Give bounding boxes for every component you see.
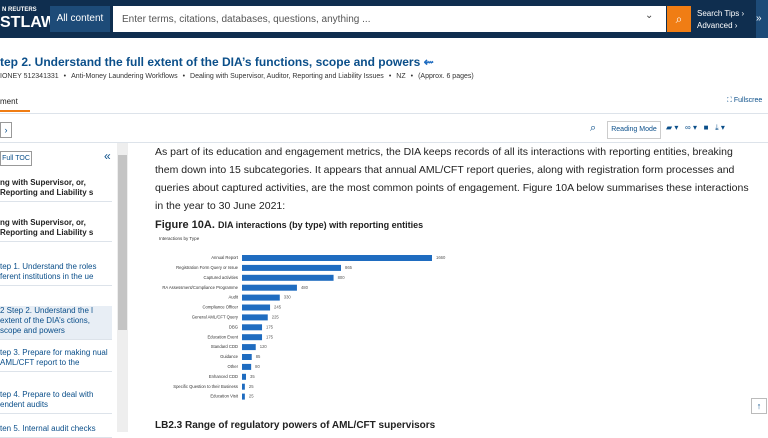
- divider: [0, 142, 768, 143]
- category-label: Enhanced CDD: [209, 374, 238, 379]
- back-to-top[interactable]: ↑: [751, 398, 767, 414]
- category-label: General AML/CFT Query: [192, 315, 239, 320]
- chart-title: DIA interactions (by type) with reportin…: [217, 220, 424, 230]
- bar: [242, 255, 432, 261]
- category-label: Education Visit: [210, 394, 238, 399]
- bar: [242, 324, 263, 331]
- search-tips[interactable]: Search Tips ›: [697, 9, 745, 18]
- bar: [242, 314, 268, 321]
- category-label: RA Assessment/Compliance Programme: [162, 285, 238, 290]
- bar: [242, 284, 297, 291]
- bar: [242, 274, 334, 281]
- chart: Interactions by Type Annual Report 1660 Re…: [159, 236, 446, 400]
- value-label: 245: [274, 305, 282, 310]
- bar: [242, 354, 252, 360]
- breadcrumb-item: (Approx. 6 pages): [418, 73, 474, 80]
- toc-item[interactable]: ng with Supervisor, or, Reporting and Li…: [0, 178, 112, 202]
- toc-item[interactable]: ng with Supervisor, or, Reporting and Li…: [0, 218, 112, 242]
- toc-item[interactable]: tep 3. Prepare for making nual AML/CFT r…: [0, 348, 112, 372]
- title-text: tep 2. Understand the full extent of the…: [0, 55, 421, 69]
- scope-button[interactable]: All content: [50, 6, 110, 32]
- full-toc[interactable]: Full TOC: [0, 151, 32, 166]
- toc-list: ng with Supervisor, or, Reporting and Li…: [0, 178, 114, 438]
- tab[interactable]: ment: [0, 97, 18, 106]
- logo[interactable]: STLAW: [0, 14, 56, 31]
- bar: [242, 344, 256, 351]
- category-label: Annual Report: [211, 255, 239, 260]
- title-icon: ⇜: [423, 55, 434, 69]
- advanced-search[interactable]: Advanced ›: [697, 21, 738, 30]
- value-label: 80: [255, 364, 260, 369]
- scroll-thumb[interactable]: [118, 155, 127, 330]
- toc-item[interactable]: tep 4. Prepare to deal with endent audit…: [0, 390, 112, 414]
- bar: [242, 373, 247, 380]
- value-label: 120: [260, 344, 268, 349]
- category-label: Specific Question to their Business: [173, 384, 238, 389]
- category-label: DBG: [229, 324, 238, 329]
- chart-subtitle: Interactions by Type: [159, 236, 200, 241]
- figure-label: Figure 10A.: [155, 219, 215, 231]
- category-label: Guidance: [220, 354, 239, 359]
- breadcrumb-item: NZ: [396, 73, 406, 80]
- bar: [242, 383, 245, 390]
- bar: [242, 363, 252, 370]
- value-label: 25: [249, 394, 254, 399]
- value-label: 175: [266, 334, 274, 339]
- search-placeholder: Enter terms, citations, databases, quest…: [122, 14, 371, 25]
- value-label: 865: [345, 265, 353, 270]
- next-button[interactable]: ›: [0, 122, 12, 138]
- tab-underline: [0, 110, 30, 112]
- separator: •: [182, 73, 186, 80]
- category-label: Other: [228, 364, 239, 369]
- toc-item[interactable]: 2 Step 2. Understand the l extent of the…: [0, 306, 112, 340]
- value-label: 1660: [436, 255, 446, 260]
- value-label: 35: [250, 374, 255, 379]
- toc-item[interactable]: tep 1. Understand the roles ferent insti…: [0, 262, 112, 286]
- value-label: 25: [249, 384, 254, 389]
- toc-item[interactable]: ten 5. Internal audit checks: [0, 424, 112, 438]
- breadcrumb-item: Dealing with Supervisor, Auditor, Report…: [190, 73, 384, 80]
- category-label: Audit: [228, 295, 238, 300]
- value-label: 480: [301, 285, 309, 290]
- category-label: Captured activities: [204, 275, 238, 280]
- document-title: tep 2. Understand the full extent of the…: [0, 55, 434, 69]
- value-label: 225: [272, 315, 280, 320]
- fullscreen-label: Fullscree: [733, 97, 763, 104]
- logo-top: N REUTERS: [2, 7, 37, 13]
- breadcrumb: IONEY 512341331 • Anti-Money Laundering Wo…: [0, 73, 474, 80]
- search-doc[interactable]: ⌕: [590, 122, 597, 134]
- reading-mode[interactable]: Reading Mode: [607, 121, 661, 139]
- separator: •: [63, 73, 67, 80]
- bar: [242, 294, 280, 301]
- breadcrumb-item: Anti-Money Laundering Workflows: [71, 73, 178, 80]
- category-label: Standard CDD: [211, 344, 238, 349]
- dropdown-arrow[interactable]: ⌄: [645, 10, 654, 21]
- separator: •: [388, 73, 392, 80]
- toolbar-icons[interactable]: ▰ ▾ ∞ ▾ ■ ⤓ ▾: [666, 123, 725, 132]
- value-label: 800: [338, 275, 346, 280]
- paragraph: As part of its education and engagement …: [155, 146, 749, 212]
- menu-button[interactable]: »: [756, 0, 768, 38]
- value-label: 330: [284, 295, 292, 300]
- category-label: Registration Form Query or Issue: [176, 265, 239, 270]
- category-label: Compliance Officer: [202, 305, 238, 310]
- divider: [0, 113, 768, 114]
- value-label: 175: [266, 324, 274, 329]
- value-label: 85: [256, 354, 261, 359]
- fullscreen[interactable]: ⛶ Fullscree: [727, 97, 763, 104]
- bar: [242, 334, 263, 341]
- collapse-toc[interactable]: «: [104, 149, 111, 163]
- separator: •: [410, 73, 414, 80]
- section-heading: LB2.3 Range of regulatory powers of AML/…: [155, 420, 436, 431]
- search-box[interactable]: [113, 6, 666, 32]
- bar: [242, 304, 271, 311]
- bar: [242, 393, 245, 400]
- search-button[interactable]: ⌕: [667, 6, 691, 32]
- figure-title: Figure 10A. DIA interactions (by type) w…: [155, 219, 423, 231]
- bar: [242, 264, 342, 271]
- breadcrumb-item: IONEY 512341331: [0, 73, 59, 80]
- category-label: Education Event: [208, 334, 239, 339]
